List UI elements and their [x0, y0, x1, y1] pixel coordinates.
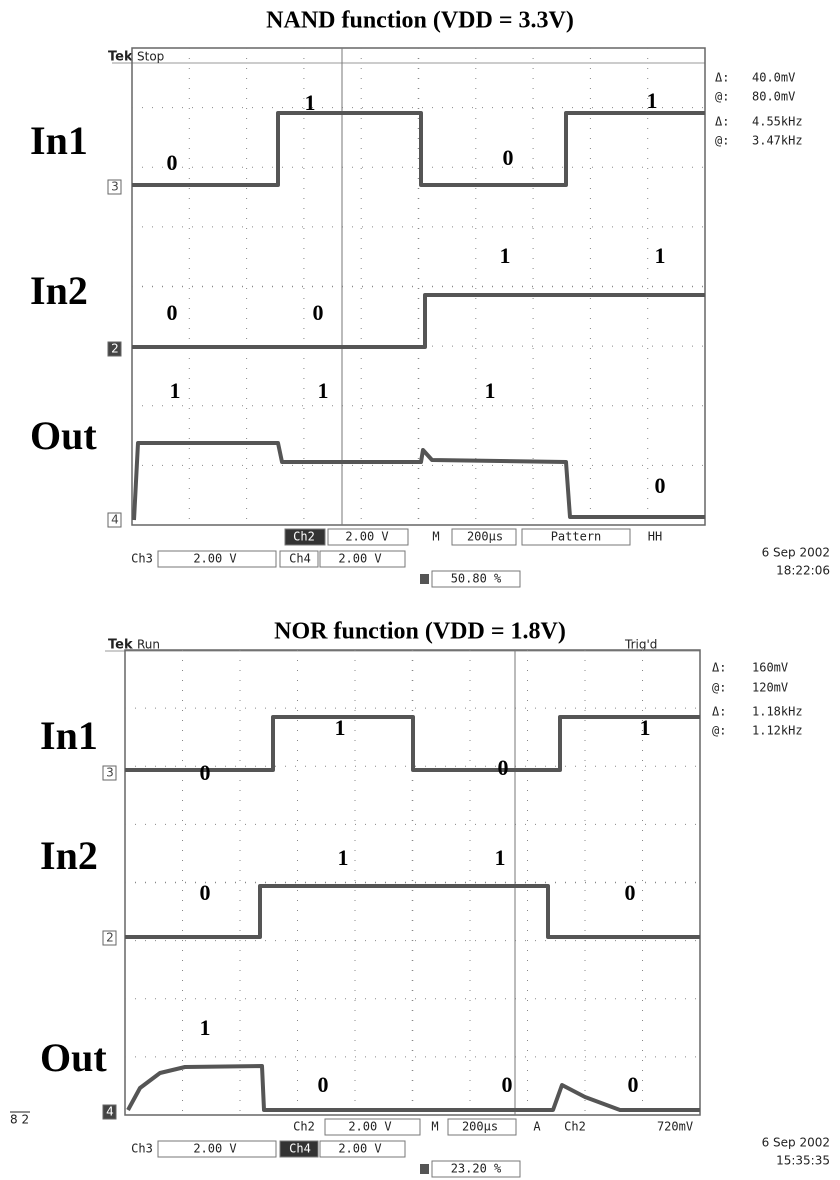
logic-level: 1	[338, 845, 349, 870]
time: 18:22:06	[776, 564, 830, 578]
logic-level: 1	[640, 715, 651, 740]
panel-title: NOR function (VDD = 1.8V)	[274, 619, 566, 645]
signal-name: In1	[40, 713, 98, 758]
trigger-icon	[420, 574, 429, 584]
readout: Δ:	[712, 705, 726, 719]
readout: Δ:	[715, 71, 729, 85]
channel-marker: 4	[111, 513, 119, 527]
waveform	[125, 717, 700, 770]
setting-label: 720mV	[657, 1120, 693, 1134]
setting-label: Ch2	[564, 1120, 586, 1134]
date: 6 Sep 2002	[762, 546, 830, 560]
setting-label: 2.00 V	[338, 1142, 381, 1156]
logic-level: 1	[200, 1015, 211, 1040]
logic-level: 1	[305, 90, 316, 115]
signal-name: Out	[40, 1035, 107, 1080]
setting-label: Ch3	[131, 1142, 153, 1156]
readout: Δ:	[715, 115, 729, 129]
setting-label: M	[431, 1120, 438, 1134]
setting-label: HH	[648, 530, 662, 544]
logic-level: 1	[318, 378, 329, 403]
time: 15:35:35	[776, 1154, 830, 1168]
logic-level: 1	[655, 243, 666, 268]
setting-label: 2.00 V	[348, 1120, 391, 1134]
readout: 40.0mV	[752, 71, 795, 85]
signal-name: In2	[40, 833, 98, 878]
setting-label: Ch4	[289, 1142, 311, 1156]
scope-status: Stop	[137, 50, 164, 64]
brand: Tek	[108, 50, 133, 65]
setting-label: A	[533, 1120, 541, 1134]
side-note: 8 2	[10, 1113, 29, 1127]
setting-label: M	[432, 530, 439, 544]
setting-label: 200µs	[462, 1120, 498, 1134]
logic-level: 0	[200, 880, 211, 905]
logic-level: 0	[167, 150, 178, 175]
setting-label: 2.00 V	[338, 552, 381, 566]
readout: 120mV	[752, 681, 788, 695]
readout: 3.47kHz	[752, 134, 803, 148]
panel-title: NAND function (VDD = 3.3V)	[266, 8, 574, 34]
logic-level: 0	[655, 473, 666, 498]
setting-label: 2.00 V	[193, 1142, 236, 1156]
logic-level: 1	[485, 378, 496, 403]
graticule	[132, 48, 705, 525]
readout: @:	[712, 681, 726, 695]
logic-level: 0	[318, 1072, 329, 1097]
setting-label: Pattern	[551, 530, 602, 544]
readout: 160mV	[752, 661, 788, 675]
logic-level: 0	[313, 300, 324, 325]
logic-level: 1	[170, 378, 181, 403]
logic-level: 1	[500, 243, 511, 268]
channel-marker: 3	[106, 766, 114, 780]
date: 6 Sep 2002	[762, 1136, 830, 1150]
trigger-position: 50.80 %	[451, 572, 502, 586]
channel-marker: 3	[111, 180, 119, 194]
logic-level: 0	[502, 1072, 513, 1097]
setting-label: 2.00 V	[193, 552, 236, 566]
setting-label: Ch3	[131, 552, 153, 566]
logic-level: 1	[495, 845, 506, 870]
setting-label: Ch2	[293, 530, 315, 544]
readout: Δ:	[712, 661, 726, 675]
signal-name: Out	[30, 413, 97, 458]
logic-level: 0	[498, 755, 509, 780]
readout: 1.18kHz	[752, 705, 803, 719]
logic-level: 0	[503, 145, 514, 170]
readout: @:	[715, 134, 729, 148]
waveform	[134, 443, 705, 520]
waveform	[128, 1066, 700, 1110]
channel-marker: 4	[106, 1105, 114, 1119]
logic-level: 0	[625, 880, 636, 905]
channel-marker: 2	[111, 342, 119, 356]
logic-level: 1	[647, 88, 658, 113]
logic-level: 0	[167, 300, 178, 325]
setting-label: 2.00 V	[345, 530, 388, 544]
channel-marker: 2	[106, 931, 114, 945]
readout: 4.55kHz	[752, 115, 803, 129]
waveform	[132, 295, 705, 347]
trigger-position: 23.20 %	[451, 1162, 502, 1176]
trigger-icon	[420, 1164, 429, 1174]
readout: 80.0mV	[752, 90, 795, 104]
readout: @:	[715, 90, 729, 104]
signal-name: In2	[30, 268, 88, 313]
readout: @:	[712, 724, 726, 738]
figure: NAND function (VDD = 3.3V) Tek Stop In1 In2 O…	[0, 0, 840, 1180]
setting-label: Ch4	[289, 552, 311, 566]
setting-label: 200µs	[467, 530, 503, 544]
logic-level: 1	[335, 715, 346, 740]
logic-level: 0	[200, 760, 211, 785]
readout: 1.12kHz	[752, 724, 803, 738]
signal-name: In1	[30, 118, 88, 163]
logic-level: 0	[628, 1072, 639, 1097]
waveform	[125, 886, 700, 937]
setting-label: Ch2	[293, 1120, 315, 1134]
